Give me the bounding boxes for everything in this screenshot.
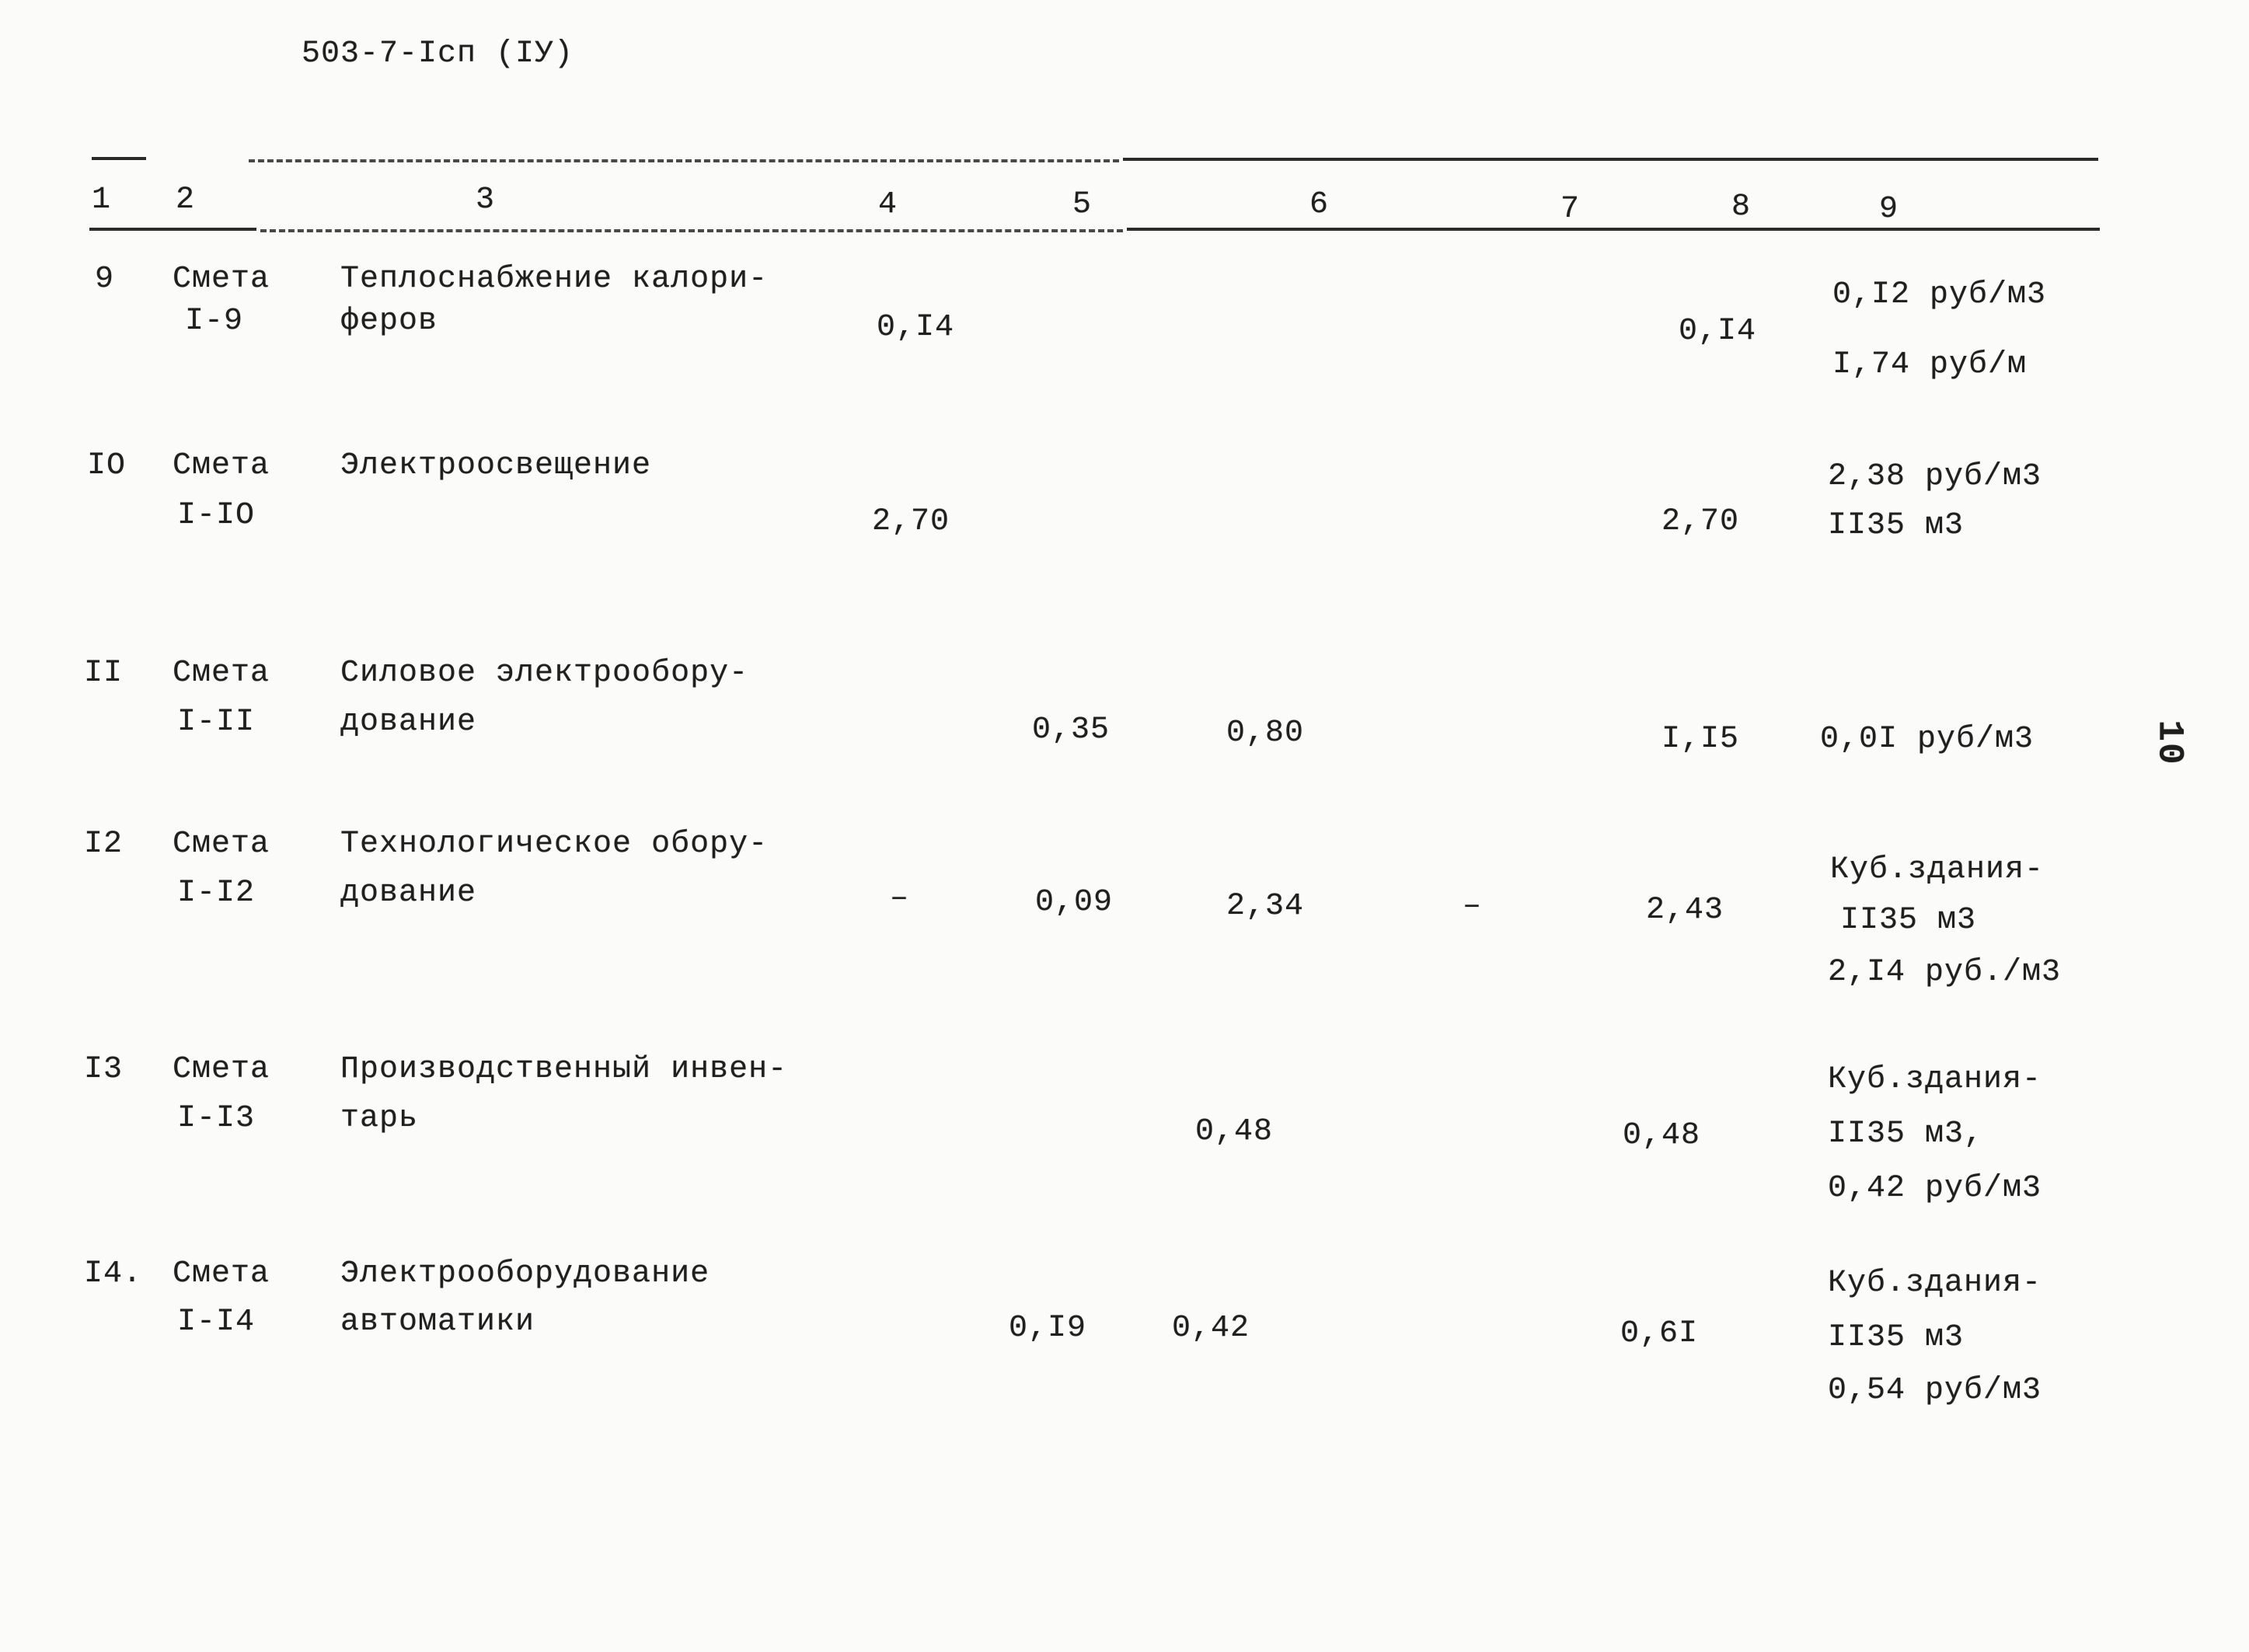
- row13-smeta-ref: I-I3: [177, 1101, 256, 1136]
- col-header-9: 9: [1879, 192, 1899, 227]
- header-rule-left: [89, 228, 256, 231]
- row11-col5-value: 0,35: [1032, 713, 1111, 748]
- col-header-2: 2: [176, 183, 196, 218]
- row14-num: I4.: [84, 1256, 143, 1291]
- row14-note-line1: Куб.здания-: [1828, 1266, 2042, 1301]
- doc-code: 503-7-Iсп (IУ): [302, 37, 574, 71]
- row13-col8-value: 0,48: [1623, 1118, 1701, 1153]
- row12-smeta-ref: I-I2: [177, 876, 256, 911]
- row12-note-line2: II35 м3: [1840, 903, 1977, 938]
- row10-col4-value: 2,70: [872, 504, 950, 539]
- row10-num: IO: [87, 448, 127, 483]
- header-rule-right: [1127, 228, 2100, 231]
- row9-note-line2: I,74 руб/м: [1832, 347, 2028, 382]
- row13-note-line2: II35 м3,: [1828, 1117, 1984, 1152]
- row9-desc-line1: Теплоснабжение калори-: [340, 262, 769, 297]
- row9-note-line1: 0,I2 руб/м3: [1832, 277, 2047, 312]
- row14-note-line2: II35 м3: [1828, 1320, 1965, 1355]
- row10-smeta-label: Смета: [173, 448, 270, 483]
- row13-col6-value: 0,48: [1195, 1114, 1274, 1149]
- row9-num: 9: [95, 262, 115, 297]
- row9-smeta-ref: I-9: [185, 304, 244, 339]
- row9-smeta-label: Смета: [173, 262, 270, 297]
- row12-col6-value: 2,34: [1226, 889, 1305, 924]
- row14-col8-value: 0,6I: [1620, 1316, 1699, 1351]
- col-header-1: 1: [92, 183, 112, 218]
- row10-desc-line1: Электроосвещение: [340, 448, 652, 483]
- table-rule-top-left-dash: [92, 157, 146, 160]
- row14-col5-value: 0,I9: [1009, 1311, 1087, 1346]
- row10-note-line2: II35 м3: [1828, 508, 1965, 543]
- row14-desc-line1: Электрооборудование: [340, 1256, 710, 1291]
- row13-num: I3: [84, 1052, 124, 1087]
- header-rule-dashed: [260, 229, 1123, 232]
- row10-col8-value: 2,70: [1661, 504, 1740, 539]
- row11-desc-line2: дование: [340, 705, 477, 740]
- row12-desc-line2: дование: [340, 876, 477, 911]
- row12-smeta-label: Смета: [173, 827, 270, 862]
- col-header-5: 5: [1072, 187, 1093, 222]
- row11-num: II: [84, 656, 124, 691]
- col-header-4: 4: [878, 187, 898, 222]
- row9-desc-line2: феров: [340, 304, 438, 339]
- col-header-7: 7: [1560, 192, 1581, 227]
- row12-col4-dash: –: [890, 881, 910, 916]
- row11-desc-line1: Силовое электрообору-: [340, 656, 749, 691]
- row11-smeta-ref: I-II: [177, 705, 256, 740]
- row14-col6-value: 0,42: [1172, 1311, 1250, 1346]
- row14-note-line3: 0,54 руб/м3: [1828, 1373, 2042, 1408]
- row13-note-line3: 0,42 руб/м3: [1828, 1171, 2042, 1206]
- row12-desc-line1: Технологическое обору-: [340, 827, 769, 862]
- row11-col8-value: I,I5: [1661, 722, 1740, 757]
- row12-col8-value: 2,43: [1646, 893, 1724, 928]
- row13-smeta-label: Смета: [173, 1052, 270, 1087]
- row10-note-line1: 2,38 руб/м3: [1828, 459, 2042, 494]
- row11-col6-value: 0,80: [1226, 716, 1305, 751]
- table-rule-top-dashed: [249, 159, 1119, 162]
- row9-col8-value: 0,I4: [1679, 314, 1757, 349]
- row10-smeta-ref: I-IO: [177, 498, 256, 533]
- row14-smeta-label: Смета: [173, 1256, 270, 1291]
- page-number: 10: [2149, 720, 2190, 766]
- row13-desc-line1: Производственный инвен-: [340, 1052, 788, 1087]
- row14-smeta-ref: I-I4: [177, 1305, 256, 1340]
- row11-smeta-label: Смета: [173, 656, 270, 691]
- row13-note-line1: Куб.здания-: [1828, 1062, 2042, 1097]
- col-header-8: 8: [1731, 190, 1752, 225]
- row11-note-line1: 0,0I руб/м3: [1820, 722, 2035, 757]
- row12-col7-dash: –: [1463, 889, 1483, 924]
- col-header-3: 3: [476, 183, 496, 218]
- row12-note-line3: 2,I4 руб./м3: [1828, 955, 2062, 990]
- row14-desc-line2: автоматики: [340, 1305, 535, 1340]
- row12-note-line1: Куб.здания-: [1830, 852, 2045, 887]
- row13-desc-line2: тарь: [340, 1101, 419, 1136]
- row12-num: I2: [84, 827, 124, 862]
- row9-col4-value: 0,I4: [877, 310, 955, 345]
- row12-col5-value: 0,09: [1035, 885, 1114, 920]
- col-header-6: 6: [1309, 187, 1330, 222]
- table-rule-top-solid: [1123, 158, 2098, 161]
